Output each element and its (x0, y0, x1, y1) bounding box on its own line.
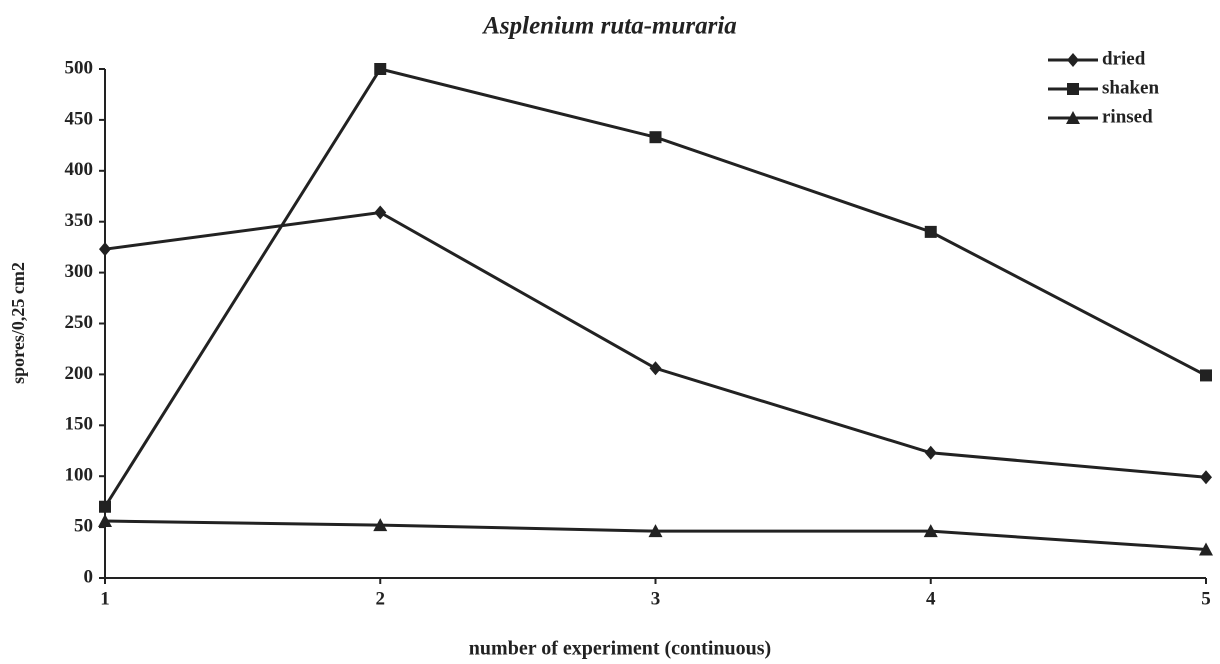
y-tick-label: 50 (74, 515, 93, 536)
marker (1200, 470, 1212, 485)
marker (648, 524, 663, 538)
marker (649, 361, 662, 376)
marker (1199, 542, 1213, 556)
y-tick-label: 450 (65, 108, 94, 129)
x-tick-label: 2 (376, 588, 386, 609)
y-tick-label: 100 (65, 465, 94, 486)
x-axis-label: number of experiment (continuous) (469, 638, 771, 660)
y-tick-label: 500 (65, 57, 94, 78)
marker (1067, 83, 1079, 95)
marker (373, 518, 388, 532)
marker (99, 500, 111, 513)
y-tick-label: 150 (65, 414, 94, 435)
marker (924, 225, 937, 238)
series-line (104, 210, 1207, 479)
marker (923, 524, 938, 538)
y-axis-label: spores/0,25 cm2 (8, 262, 28, 384)
legend-label: shaken (1102, 77, 1159, 98)
x-tick-label: 1 (100, 588, 110, 609)
legend-label: dried (1102, 48, 1146, 69)
marker (1067, 53, 1079, 67)
marker (99, 242, 111, 257)
x-tick-label: 5 (1201, 588, 1211, 609)
y-tick-label: 300 (65, 261, 94, 282)
chart-title: Asplenium ruta-muraria (481, 13, 737, 40)
marker (374, 205, 387, 220)
x-tick-label: 4 (926, 588, 936, 609)
marker (98, 513, 112, 527)
marker (924, 445, 937, 460)
marker (1200, 369, 1212, 382)
marker (1066, 111, 1080, 124)
legend-label: rinsed (1102, 106, 1153, 127)
y-tick-label: 200 (65, 363, 94, 384)
marker (649, 131, 662, 144)
x-tick-label: 3 (651, 588, 661, 609)
marker (374, 63, 387, 75)
y-tick-label: 0 (84, 566, 94, 587)
y-tick-label: 400 (65, 159, 94, 180)
y-tick-label: 350 (65, 210, 94, 231)
y-tick-label: 250 (65, 312, 94, 333)
